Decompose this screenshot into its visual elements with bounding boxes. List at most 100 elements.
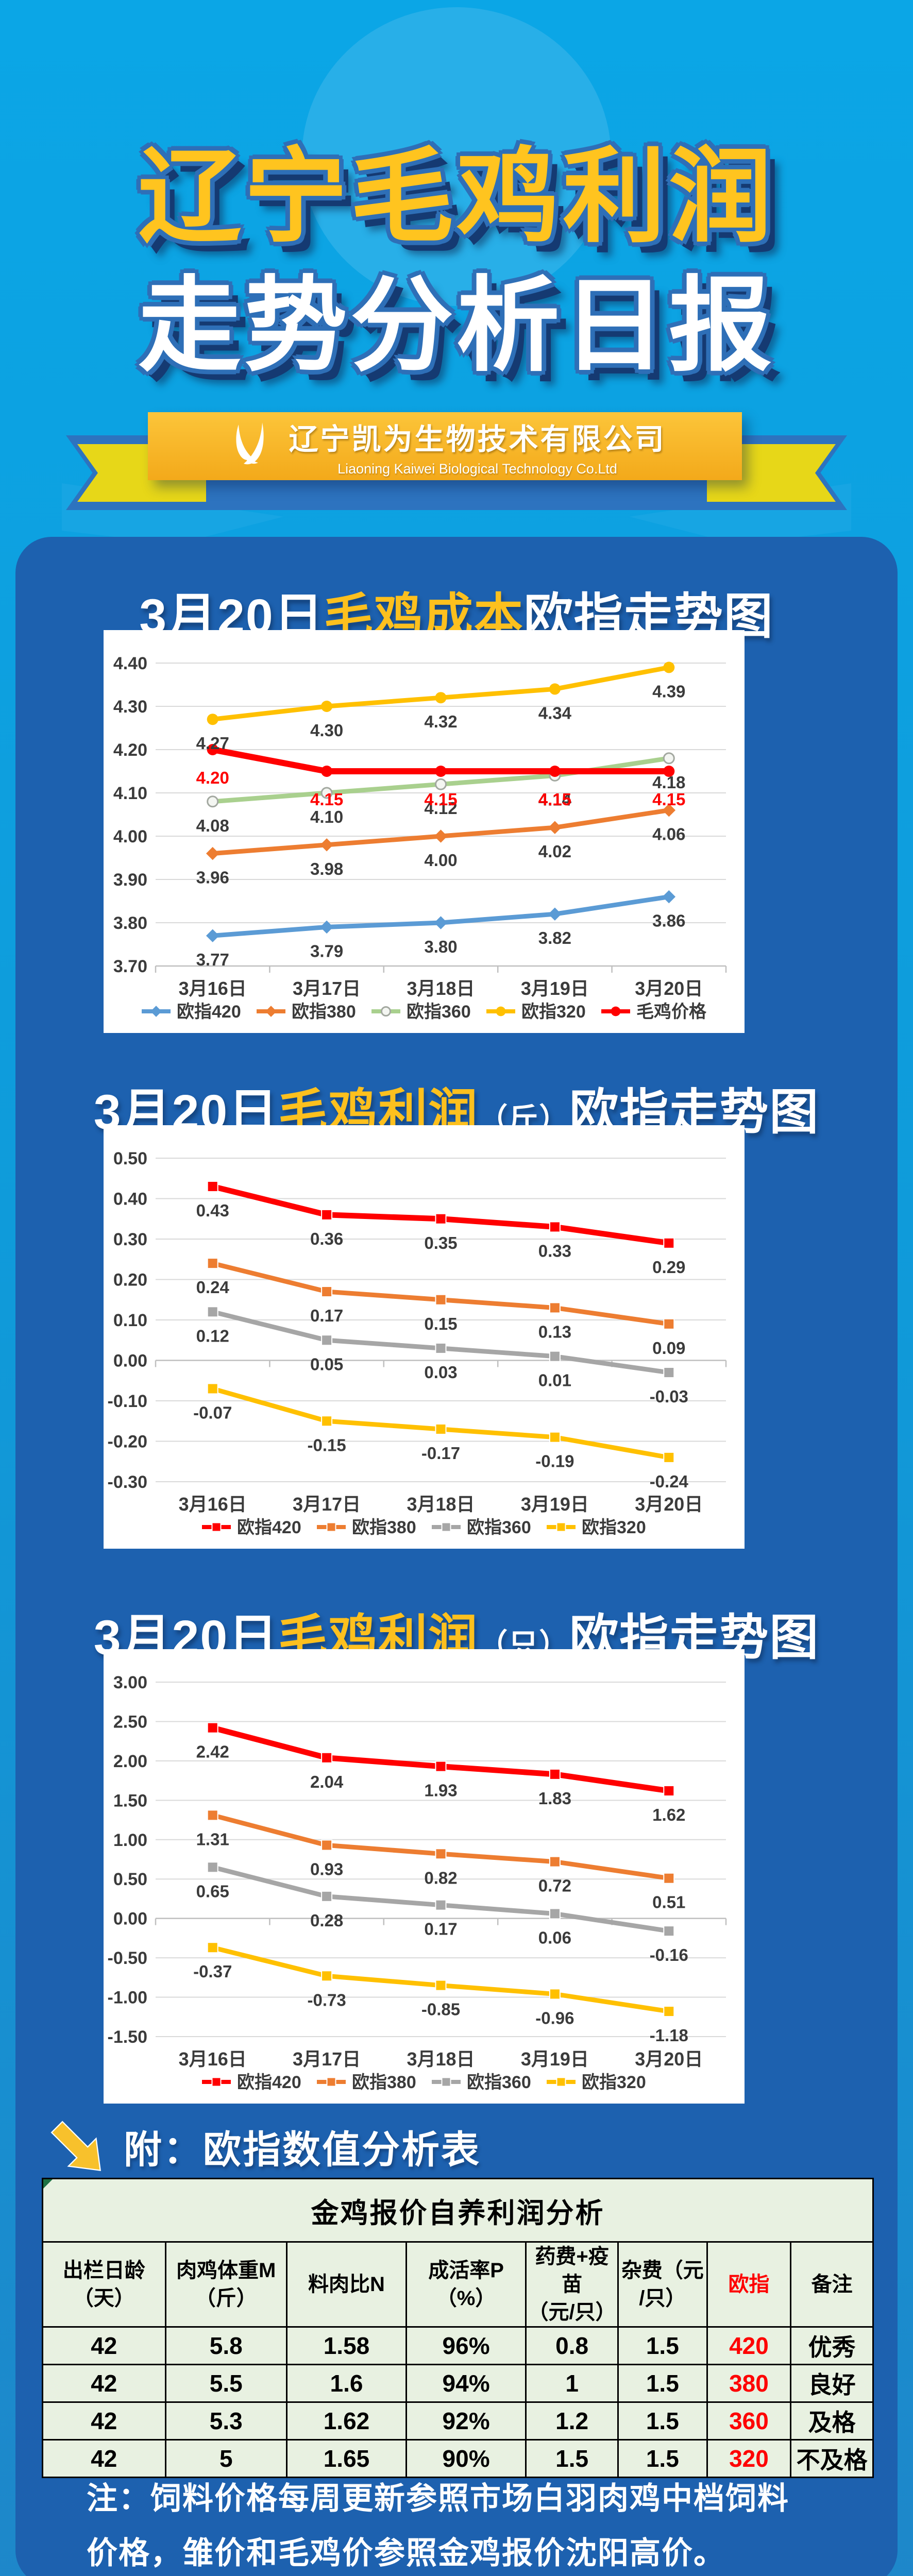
svg-text:0.05: 0.05 — [310, 1354, 343, 1374]
svg-text:4.40: 4.40 — [113, 654, 147, 673]
page-title: 辽宁毛鸡利润 走势分析日报 — [0, 133, 913, 391]
table-cell: 优秀 — [790, 2326, 874, 2365]
svg-text:毛鸡价格: 毛鸡价格 — [636, 1002, 707, 1022]
company-banner: 辽宁凯为生物技术有限公司 Liaoning Kaiwei Biological … — [148, 412, 742, 480]
svg-text:-0.20: -0.20 — [108, 1432, 148, 1452]
svg-text:3月17日: 3月17日 — [293, 978, 361, 999]
table-header-cell: 肉鸡体重M （斤） — [164, 2241, 288, 2328]
table-cell: 良好 — [790, 2364, 874, 2403]
analysis-heading: 附：欧指数值分析表 — [47, 2117, 481, 2175]
svg-text:3月18日: 3月18日 — [407, 2048, 475, 2070]
content-panel: 3月20日毛鸡成本欧指走势图 4.40 4.30 4.20 4.10 4.00 3.90 3… — [15, 537, 898, 2576]
chart-box-profit-jin: 0.50 0.40 0.30 0.20 0.10 0.00 -0.10 -0.20 -0.30 0… — [104, 1125, 745, 1549]
svg-text:4.30: 4.30 — [113, 697, 147, 717]
table-header-cell: 成活率P （%） — [405, 2241, 527, 2328]
svg-text:欧指360: 欧指360 — [407, 1002, 471, 1022]
svg-text:1.00: 1.00 — [113, 1831, 147, 1850]
svg-text:2.42: 2.42 — [196, 1742, 229, 1761]
table-cell: 1.5 — [617, 2364, 708, 2403]
table-title-row: 金鸡报价自养利润分析 — [42, 2178, 874, 2243]
chart-box-cost: 4.40 4.30 4.20 4.10 4.00 3.90 3.80 3.70 3.77 3.79… — [104, 630, 745, 1033]
excel-corner-flag — [43, 2179, 53, 2189]
company-logo-icon — [235, 422, 264, 465]
svg-text:3.80: 3.80 — [424, 937, 457, 956]
company-name: 辽宁凯为生物技术有限公司 — [289, 422, 666, 456]
note-text: 注：饲料价格每周更新参照市场白羽肉鸡中档饲料 价格，雏价和毛鸡价参照金鸡报价沈阳… — [87, 2471, 789, 2576]
svg-text:0.03: 0.03 — [424, 1363, 457, 1382]
svg-text:欧指420: 欧指420 — [237, 2073, 301, 2092]
title-line-1: 辽宁毛鸡利润 — [138, 140, 775, 255]
svg-text:4.20: 4.20 — [196, 768, 229, 787]
svg-text:2.04: 2.04 — [310, 1772, 344, 1791]
svg-text:3月18日: 3月18日 — [407, 978, 475, 999]
table-cell: 1.5 — [617, 2326, 708, 2365]
svg-text:3月20日: 3月20日 — [635, 978, 703, 999]
svg-text:欧指320: 欧指320 — [582, 1518, 646, 1537]
svg-text:欧指320: 欧指320 — [521, 1002, 586, 1022]
company-name-block: 辽宁凯为生物技术有限公司 Liaoning Kaiwei Biological … — [289, 416, 666, 477]
svg-text:3月20日: 3月20日 — [635, 2048, 703, 2070]
svg-text:4.30: 4.30 — [310, 721, 343, 740]
svg-text:4.15: 4.15 — [538, 790, 571, 809]
svg-text:欧指420: 欧指420 — [177, 1002, 241, 1022]
svg-text:3.96: 3.96 — [196, 868, 229, 887]
table-cell: 1.58 — [285, 2326, 408, 2365]
svg-text:3.82: 3.82 — [538, 928, 571, 947]
svg-text:-1.18: -1.18 — [650, 2026, 688, 2045]
svg-text:4.32: 4.32 — [424, 712, 457, 731]
svg-text:3月19日: 3月19日 — [521, 1494, 589, 1515]
table-row: 42 5.3 1.62 92% 1.2 1.5 360 及格 — [42, 2401, 874, 2441]
svg-text:欧指360: 欧指360 — [467, 2073, 531, 2092]
svg-text:4.12: 4.12 — [424, 799, 457, 818]
svg-text:0.50: 0.50 — [113, 1870, 147, 1889]
svg-text:-1.00: -1.00 — [108, 1988, 148, 2008]
table-header-cell: 药费+疫苗 （元/只） — [525, 2241, 619, 2328]
svg-text:0.43: 0.43 — [196, 1201, 229, 1220]
svg-text:4.14: 4.14 — [538, 790, 572, 809]
svg-text:0.30: 0.30 — [113, 1230, 147, 1249]
table-cell: 5.3 — [164, 2401, 288, 2441]
svg-text:-0.85: -0.85 — [421, 2000, 460, 2019]
svg-text:4.10: 4.10 — [310, 807, 343, 826]
table-cell: 1.65 — [285, 2439, 408, 2478]
svg-text:欧指420: 欧指420 — [237, 1518, 301, 1537]
svg-text:欧指380: 欧指380 — [352, 1518, 416, 1537]
table-cell: 1.5 — [617, 2401, 708, 2441]
table-row: 42 5.5 1.6 94% 1 1.5 380 良好 — [42, 2364, 874, 2403]
svg-text:0.00: 0.00 — [113, 1909, 147, 1929]
profit-per-bird-chart: 3.00 2.50 2.00 1.50 1.00 0.50 0.00 -0.50 -1.00 -1… — [108, 1673, 727, 2092]
svg-text:0.33: 0.33 — [538, 1241, 571, 1260]
table-cell: 90% — [405, 2439, 527, 2478]
svg-text:-0.96: -0.96 — [535, 2008, 574, 2027]
svg-text:0.10: 0.10 — [113, 1311, 147, 1330]
note-line-2: 价格，雏价和毛鸡价参照金鸡报价沈阳高价。 — [87, 2536, 725, 2570]
title-line-2: 走势分析日报 — [138, 268, 775, 383]
svg-text:3.80: 3.80 — [113, 913, 147, 933]
svg-text:1.62: 1.62 — [652, 1805, 685, 1824]
table-row: 42 5 1.65 90% 1.5 1.5 320 不及格 — [42, 2439, 874, 2478]
svg-text:0.15: 0.15 — [424, 1314, 457, 1333]
svg-text:3月19日: 3月19日 — [521, 978, 589, 999]
table-cell: 1.2 — [525, 2401, 619, 2441]
svg-text:3月16日: 3月16日 — [179, 2048, 247, 2070]
table-cell: 420 — [706, 2326, 792, 2365]
table-header-cell: 欧指 — [706, 2241, 792, 2328]
svg-text:-0.07: -0.07 — [193, 1403, 232, 1422]
svg-text:3月17日: 3月17日 — [293, 2048, 361, 2070]
svg-text:4.15: 4.15 — [652, 790, 685, 809]
svg-text:0.72: 0.72 — [538, 1876, 571, 1895]
analysis-table: 金鸡报价自养利润分析 出栏日龄 （天） 肉鸡体重M （斤） 料肉比N 成活率P （%） 药费+疫… — [42, 2178, 874, 2478]
svg-text:0.00: 0.00 — [113, 1351, 147, 1371]
svg-text:4.02: 4.02 — [538, 842, 571, 861]
svg-text:0.12: 0.12 — [196, 1326, 229, 1345]
svg-text:0.36: 0.36 — [310, 1229, 343, 1248]
table-cell: 94% — [405, 2364, 527, 2403]
svg-text:-0.16: -0.16 — [650, 1945, 688, 1964]
svg-text:2.00: 2.00 — [113, 1752, 147, 1771]
table-header-cell: 料肉比N — [285, 2241, 408, 2328]
svg-text:1.93: 1.93 — [424, 1781, 457, 1800]
table-row: 42 5.8 1.58 96% 0.8 1.5 420 优秀 — [42, 2326, 874, 2365]
company-name-en: Liaoning Kaiwei Biological Technology Co… — [337, 461, 617, 477]
svg-text:4.15: 4.15 — [424, 790, 457, 809]
